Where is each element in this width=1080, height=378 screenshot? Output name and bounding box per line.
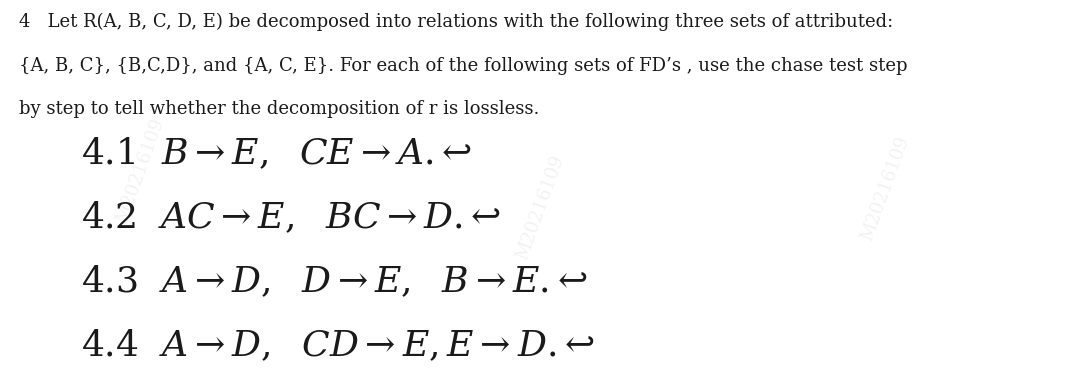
Text: by step to tell whether the decomposition of r is lossless.: by step to tell whether the decompositio… — [19, 100, 540, 118]
Text: M20216109: M20216109 — [513, 153, 567, 263]
Text: M20216109: M20216109 — [859, 134, 913, 244]
Text: $4.3\ \ A \rightarrow D,\ \ D \rightarrow E,\ \ B \rightarrow E.$↩: $4.3\ \ A \rightarrow D,\ \ D \rightarro… — [81, 264, 588, 299]
Text: $4.2\ \ AC \rightarrow E,\ \ BC \rightarrow D.$↩: $4.2\ \ AC \rightarrow E,\ \ BC \rightar… — [81, 200, 501, 235]
Text: M20216109: M20216109 — [113, 115, 167, 225]
Text: $4.4\ \ A \rightarrow D,\ \ CD \rightarrow E, E \rightarrow D.$↩: $4.4\ \ A \rightarrow D,\ \ CD \rightarr… — [81, 328, 595, 364]
Text: $4.1\ \ B \rightarrow E,\ \ CE \rightarrow A.$↩: $4.1\ \ B \rightarrow E,\ \ CE \rightarr… — [81, 135, 472, 171]
Text: 4   Let R(A, B, C, D, E) be decomposed into relations with the following three s: 4 Let R(A, B, C, D, E) be decomposed int… — [19, 13, 893, 31]
Text: {A, B, C}, {B,C,D}, and {A, C, E}. For each of the following sets of FD’s , use : {A, B, C}, {B,C,D}, and {A, C, E}. For e… — [19, 57, 908, 75]
